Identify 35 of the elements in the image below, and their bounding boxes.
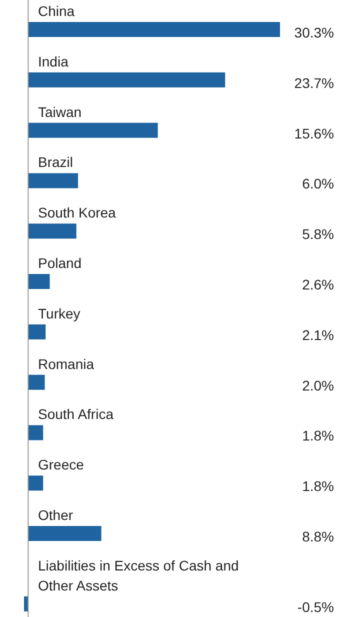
bar	[28, 526, 102, 541]
y-tick-label: South Korea	[38, 204, 116, 221]
data-label: 5.8%	[302, 226, 334, 242]
bar	[28, 22, 280, 37]
data-label: 1.8%	[302, 428, 334, 444]
bar	[28, 224, 76, 239]
data-label: -0.5%	[297, 598, 334, 615]
y-tick-label: Poland	[38, 255, 82, 271]
data-label: 2.0%	[302, 377, 334, 394]
data-label: 6.0%	[302, 176, 334, 192]
data-label: 2.1%	[302, 326, 334, 343]
bar	[28, 425, 44, 440]
bar	[28, 324, 46, 340]
y-tick-label: Turkey	[38, 305, 80, 322]
bar	[28, 374, 45, 390]
data-label: 8.8%	[302, 528, 334, 544]
data-label: 23.7%	[294, 74, 334, 91]
y-tick-label: Greece	[38, 456, 84, 473]
y-tick-label: China	[38, 3, 75, 19]
bar	[28, 274, 50, 289]
y-tick-label: Taiwan	[38, 104, 82, 120]
data-label: 2.6%	[302, 276, 334, 292]
y-tick-label: India	[38, 53, 69, 70]
bar	[28, 476, 44, 491]
data-label: 15.6%	[294, 125, 334, 142]
bar	[28, 72, 226, 88]
y-tick-label: South Africa	[38, 406, 114, 422]
bar	[28, 173, 78, 188]
y-tick-label: Brazil	[38, 154, 74, 170]
data-label: 1.8%	[302, 478, 334, 494]
y-tick-label: Romania	[38, 356, 94, 372]
bar	[28, 122, 158, 138]
y-tick-label: Liabilities in Excess of Cash and Other Assets	[38, 557, 239, 594]
y-tick-label: Other	[38, 507, 74, 523]
data-label: 30.3%	[294, 24, 334, 40]
